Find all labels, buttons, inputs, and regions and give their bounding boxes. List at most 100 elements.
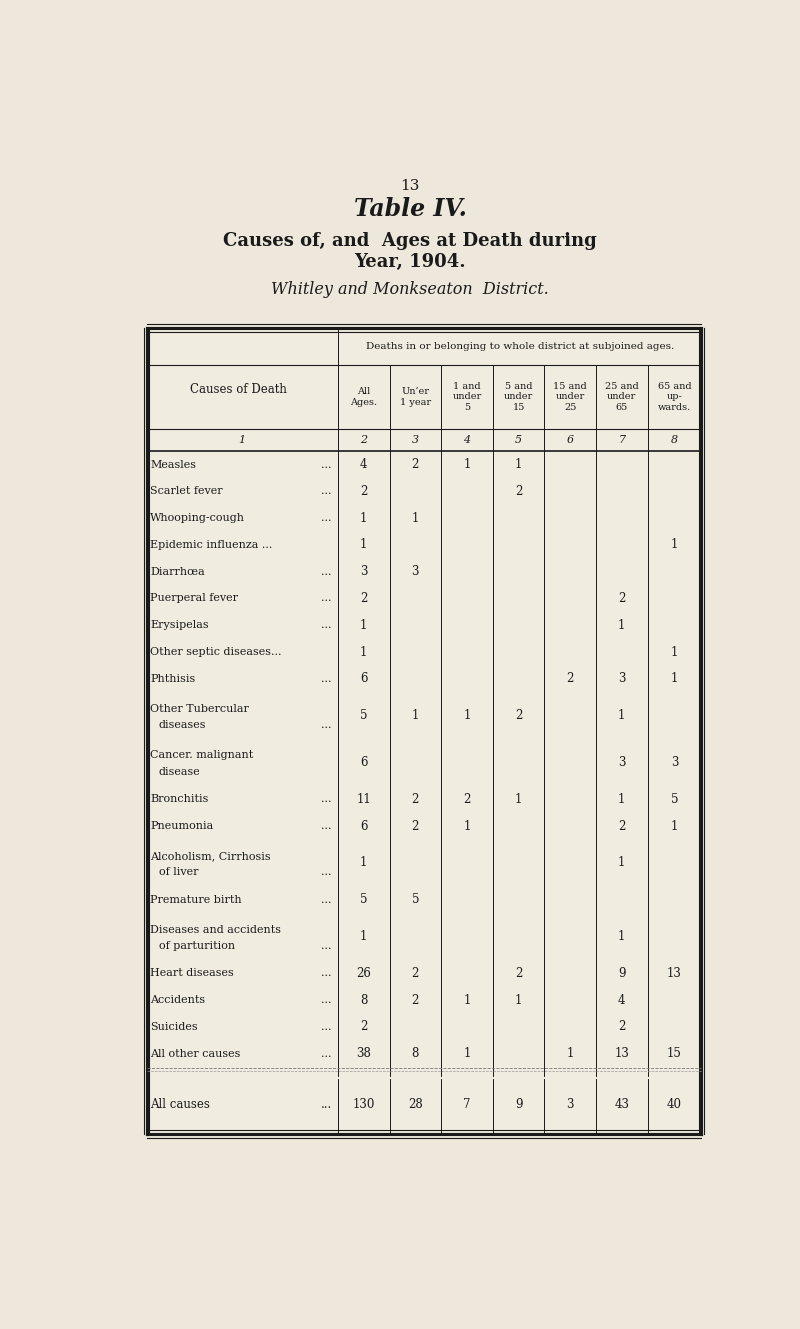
Text: ...: ...: [322, 795, 332, 804]
Text: 130: 130: [353, 1098, 375, 1111]
Text: Diarrhœa: Diarrhœa: [150, 566, 205, 577]
Text: 8: 8: [412, 1047, 419, 1061]
Text: 2: 2: [515, 710, 522, 722]
Text: 13: 13: [614, 1047, 630, 1061]
Text: 6: 6: [360, 756, 367, 769]
Text: 4: 4: [360, 459, 367, 470]
Text: All
Ages.: All Ages.: [350, 387, 378, 407]
Text: 1: 1: [463, 459, 470, 470]
Text: Whitley and Monkseaton  District.: Whitley and Monkseaton District.: [271, 280, 549, 298]
Text: Bronchitis: Bronchitis: [150, 795, 209, 804]
Text: Diseases and accidents: Diseases and accidents: [150, 925, 282, 934]
Text: 2: 2: [360, 435, 367, 445]
Text: 7: 7: [618, 435, 626, 445]
Text: 1: 1: [618, 793, 626, 805]
Text: 3: 3: [670, 756, 678, 769]
Text: 1: 1: [360, 856, 367, 869]
Text: ...: ...: [322, 1022, 332, 1033]
Text: ...: ...: [322, 566, 332, 577]
Text: 65 and
up-
wards.: 65 and up- wards.: [658, 381, 691, 412]
Text: ...: ...: [322, 486, 332, 496]
Text: ...: ...: [322, 995, 332, 1005]
Text: 1: 1: [618, 710, 626, 722]
Text: 5: 5: [360, 710, 367, 722]
Text: 4: 4: [463, 435, 470, 445]
Text: 2: 2: [618, 591, 626, 605]
Text: 1: 1: [515, 459, 522, 470]
Text: 2: 2: [515, 968, 522, 979]
Text: 1: 1: [618, 856, 626, 869]
Text: 2: 2: [515, 485, 522, 498]
Text: 2: 2: [566, 672, 574, 686]
Text: ...: ...: [322, 1049, 332, 1059]
Text: 9: 9: [515, 1098, 522, 1111]
Text: 1: 1: [238, 435, 246, 445]
Text: All causes: All causes: [150, 1098, 210, 1111]
Text: 2: 2: [463, 793, 470, 805]
Text: 1: 1: [463, 710, 470, 722]
Text: ...: ...: [322, 720, 332, 730]
Text: 2: 2: [412, 793, 419, 805]
Text: 5: 5: [670, 793, 678, 805]
Text: Causes of, and  Ages at Death during: Causes of, and Ages at Death during: [223, 233, 597, 250]
Text: 3: 3: [618, 756, 626, 769]
Text: 1 and
under
5: 1 and under 5: [452, 381, 482, 412]
Text: 40: 40: [667, 1098, 682, 1111]
Text: 43: 43: [614, 1098, 630, 1111]
Text: Accidents: Accidents: [150, 995, 206, 1005]
Text: 1: 1: [360, 538, 367, 552]
Text: diseases: diseases: [159, 720, 206, 730]
Text: 1: 1: [670, 646, 678, 658]
Text: 2: 2: [360, 591, 367, 605]
Text: ...: ...: [322, 868, 332, 877]
Text: Other septic diseases...: Other septic diseases...: [150, 647, 282, 657]
Text: 8: 8: [360, 994, 367, 1006]
Text: 7: 7: [463, 1098, 470, 1111]
Text: 2: 2: [412, 459, 419, 470]
Text: Suicides: Suicides: [150, 1022, 198, 1033]
Text: ...: ...: [322, 894, 332, 905]
Text: 4: 4: [618, 994, 626, 1006]
Text: 1: 1: [360, 512, 367, 525]
Text: 1: 1: [670, 672, 678, 686]
Text: ...: ...: [322, 621, 332, 630]
Text: ...: ...: [322, 460, 332, 469]
Text: 25 and
under
65: 25 and under 65: [605, 381, 638, 412]
Text: 1: 1: [670, 820, 678, 832]
Text: 2: 2: [412, 994, 419, 1006]
Text: 3: 3: [618, 672, 626, 686]
Text: 1: 1: [360, 646, 367, 658]
Text: 2: 2: [618, 820, 626, 832]
Text: 13: 13: [400, 179, 420, 193]
Text: 1: 1: [566, 1047, 574, 1061]
Text: ...: ...: [322, 969, 332, 978]
Text: Phthisis: Phthisis: [150, 674, 195, 684]
Text: 5: 5: [515, 435, 522, 445]
Text: ...: ...: [322, 674, 332, 684]
Text: Causes of Death: Causes of Death: [190, 383, 287, 396]
Text: 6: 6: [360, 672, 367, 686]
Text: Other Tubercular: Other Tubercular: [150, 703, 249, 714]
Text: 5: 5: [411, 893, 419, 906]
Text: 28: 28: [408, 1098, 422, 1111]
Text: ...: ...: [322, 941, 332, 952]
Text: 2: 2: [360, 485, 367, 498]
Text: 5 and
under
15: 5 and under 15: [504, 381, 533, 412]
Text: Cancer. malignant: Cancer. malignant: [150, 751, 254, 760]
Text: 1: 1: [670, 538, 678, 552]
Text: of liver: of liver: [159, 868, 198, 877]
Text: 1: 1: [360, 619, 367, 631]
Text: 1: 1: [515, 793, 522, 805]
Text: of parturition: of parturition: [159, 941, 235, 952]
Text: 5: 5: [360, 893, 367, 906]
Text: 3: 3: [360, 565, 367, 578]
Text: 9: 9: [618, 968, 626, 979]
Text: 3: 3: [412, 435, 419, 445]
Text: 26: 26: [356, 968, 371, 979]
Text: 2: 2: [618, 1021, 626, 1034]
Text: 6: 6: [360, 820, 367, 832]
Text: 1: 1: [463, 994, 470, 1006]
Text: 2: 2: [360, 1021, 367, 1034]
Text: ...: ...: [322, 594, 332, 603]
Text: 11: 11: [356, 793, 371, 805]
